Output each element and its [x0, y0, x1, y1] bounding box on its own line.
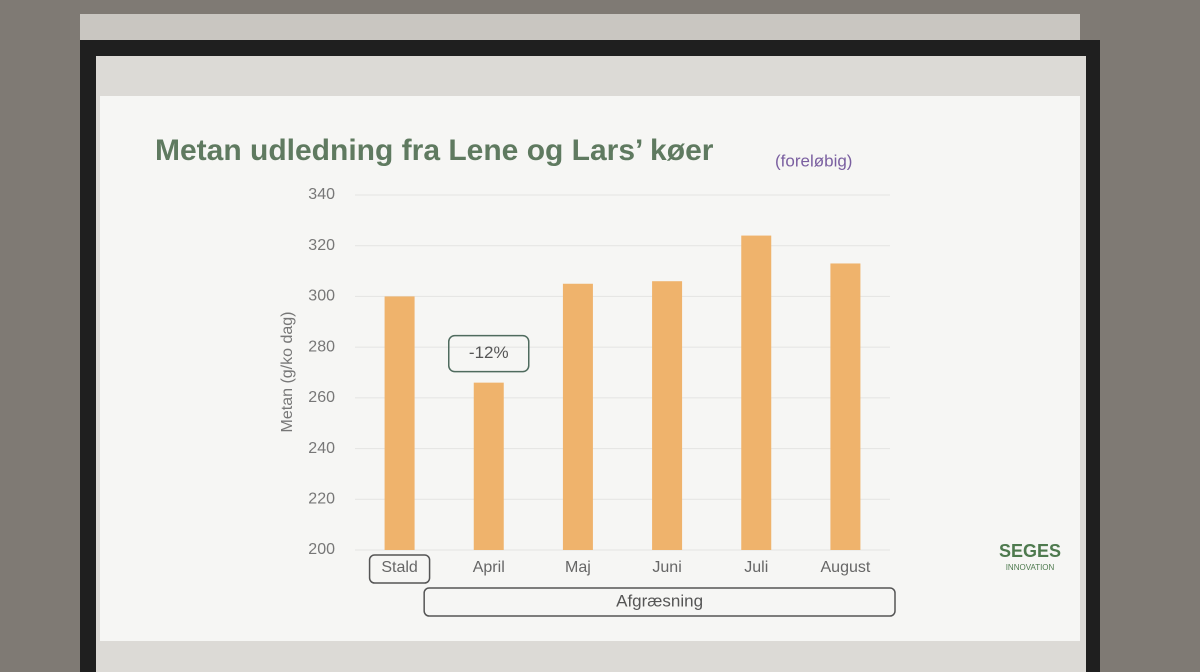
y-tick-label: 240 [308, 440, 335, 457]
y-tick-label: 300 [308, 288, 335, 305]
x-tick-label: Maj [565, 559, 591, 576]
y-tick-label: 320 [308, 237, 335, 254]
bar [562, 283, 593, 550]
chart-subtitle: (foreløbig) [775, 151, 852, 170]
x-tick-label: Juni [652, 559, 681, 576]
y-axis-label: Metan (g/ko dag) [279, 312, 296, 433]
bar [830, 263, 861, 550]
bar [741, 235, 772, 551]
y-tick-label: 220 [308, 491, 335, 508]
y-tick-label: 200 [308, 541, 335, 558]
x-tick-label: Juli [744, 559, 768, 576]
y-tick-label: 260 [308, 389, 335, 406]
bar [652, 281, 683, 550]
group-label: Afgræsning [616, 591, 703, 610]
bar [473, 382, 504, 550]
y-tick-label: 340 [308, 186, 335, 203]
y-tick-label: 280 [308, 338, 335, 355]
category-box [368, 554, 431, 584]
bar [384, 296, 415, 550]
x-tick-label: August [821, 559, 871, 576]
annotation: -12% [469, 343, 509, 362]
logo-tagline: INNOVATION [1006, 563, 1055, 572]
x-tick-label: Stald [381, 559, 417, 576]
annotation-box [448, 334, 530, 373]
logo-name: SEGES [999, 541, 1061, 561]
x-tick-label: April [473, 559, 505, 576]
group-box [423, 587, 896, 617]
chart-title: Metan udledning fra Lene og Lars’ køer [155, 134, 714, 167]
